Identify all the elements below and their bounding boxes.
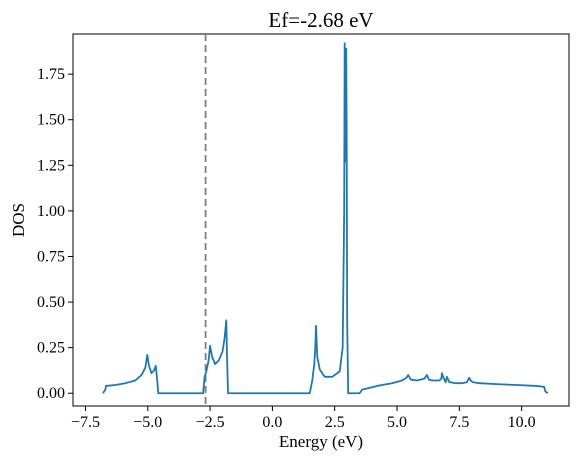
plot-frame [72, 33, 570, 407]
x-tick-label: −2.5 [196, 414, 225, 431]
x-tick-label: 5.0 [387, 414, 407, 431]
y-tick-label: 1.50 [37, 112, 65, 129]
y-tick-label: 0.00 [37, 385, 65, 402]
y-tick-label: 1.25 [37, 157, 65, 174]
y-tick-label: 1.00 [37, 203, 65, 220]
y-tick-label: 1.75 [37, 66, 65, 83]
x-tick-label: 2.5 [325, 414, 345, 431]
x-axis-ticks: −7.5 −5.0 −2.5 0.0 2.5 5.0 7.5 10.0 [71, 406, 536, 431]
x-tick-label: 0.0 [262, 414, 282, 431]
dos-series-line [102, 42, 549, 395]
x-axis-label: Energy (eV) [279, 432, 363, 451]
y-axis-label: DOS [9, 203, 28, 237]
x-tick-label: −7.5 [71, 414, 100, 431]
y-tick-label: 0.75 [37, 248, 65, 265]
y-tick-label: 0.50 [37, 294, 65, 311]
chart-title: Ef=-2.68 eV [268, 8, 373, 32]
y-tick-label: 0.25 [37, 340, 65, 357]
x-tick-label: 7.5 [449, 414, 469, 431]
y-axis-ticks: 0.00 0.25 0.50 0.75 1.00 1.25 1.50 1.75 [37, 66, 73, 402]
x-tick-label: −5.0 [133, 414, 162, 431]
x-tick-label: 10.0 [508, 414, 536, 431]
